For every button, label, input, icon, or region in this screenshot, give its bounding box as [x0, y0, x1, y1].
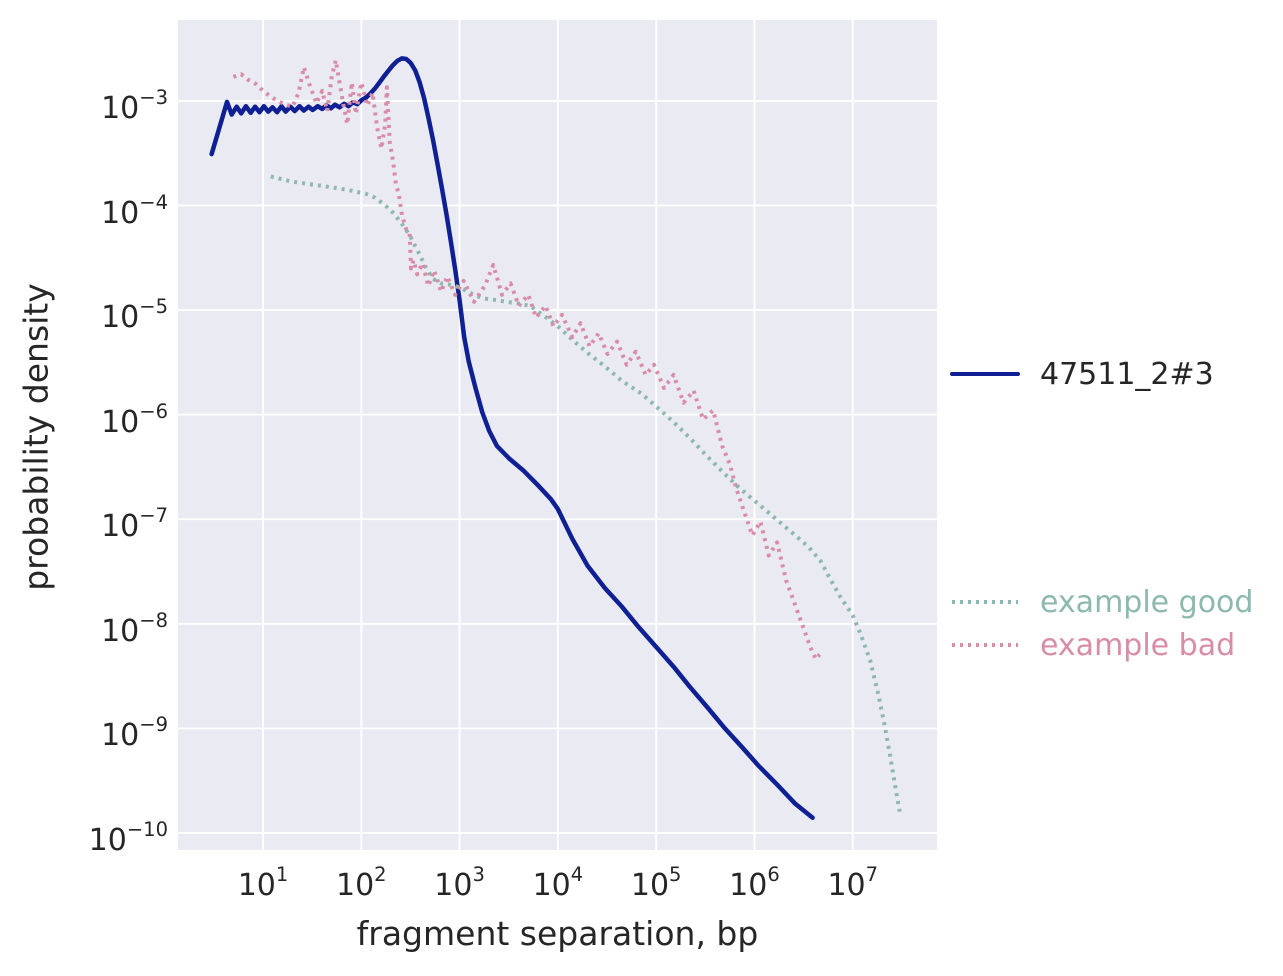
y-tick-label: 10−3 [101, 86, 168, 126]
legend-primary: 47511_2#3 [950, 356, 1214, 399]
y-tick-label: 10−8 [101, 608, 168, 649]
y-axis-label: probability density [16, 283, 56, 591]
legend-line-sample-icon [950, 372, 1020, 376]
legend-label-example-good: example good [1040, 584, 1254, 620]
x-tick-label: 102 [335, 863, 387, 903]
y-tick-label: 10−6 [101, 399, 168, 440]
y-tick-label: 10−10 [88, 818, 168, 858]
legend-label-example-bad: example bad [1040, 627, 1236, 663]
chart-canvas [178, 20, 937, 850]
y-tick-label: 10−9 [101, 713, 168, 754]
series-line-example-bad [232, 58, 822, 662]
x-tick-label: 107 [827, 863, 879, 903]
x-tick-label: 105 [630, 863, 682, 903]
legend-entry-example-bad: example bad [950, 627, 1253, 663]
legend-examples: example good example bad [950, 584, 1253, 670]
legend-line-example-good-icon [952, 600, 1018, 604]
x-tick-label: 104 [532, 863, 584, 903]
legend-label-sample: 47511_2#3 [1040, 356, 1214, 392]
legend-entry-sample: 47511_2#3 [950, 356, 1214, 392]
plot-area [178, 20, 937, 850]
x-axis-label: fragment separation, bp [356, 914, 759, 953]
series-line-47511-2-3 [209, 56, 815, 820]
legend-entry-example-good: example good [950, 584, 1253, 620]
series-line-example-good [270, 174, 902, 812]
x-tick-label: 101 [237, 863, 289, 903]
x-tick-label: 103 [434, 863, 485, 903]
x-tick-label: 106 [729, 863, 780, 903]
legend-line-example-bad-icon [952, 643, 1018, 647]
y-tick-label: 10−4 [101, 190, 168, 231]
y-tick-label: 10−5 [101, 295, 168, 336]
y-tick-label: 10−7 [101, 504, 168, 545]
